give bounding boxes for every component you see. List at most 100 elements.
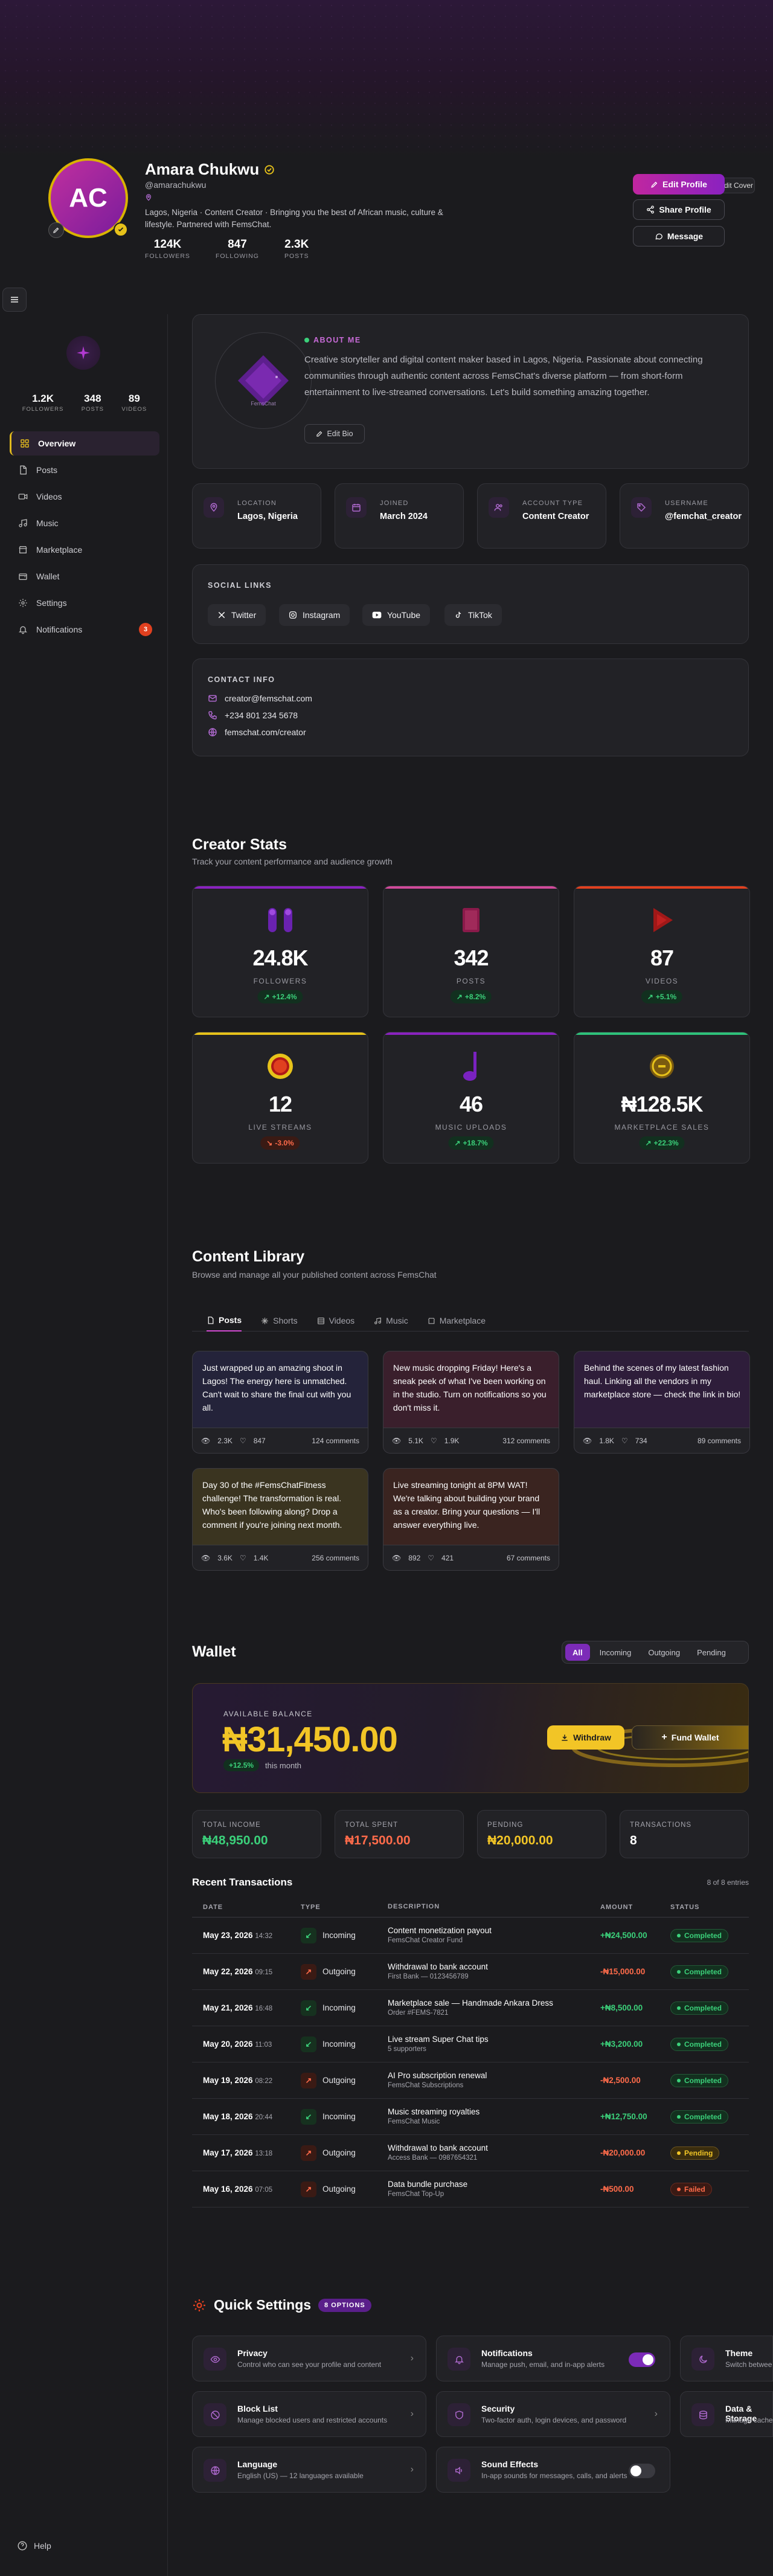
setting-language[interactable]: Language English (US) — 12 languages avai… (192, 2447, 426, 2493)
music-icon (374, 1317, 382, 1324)
table-row[interactable]: May 16, 2026 07:05 ↗ Outgoing Data bundle p… (192, 2171, 749, 2207)
setting-block-list[interactable]: Block List Manage blocked users and restr… (192, 2391, 426, 2437)
post-card[interactable]: Just wrapped up an amazing shoot in Lago… (192, 1351, 368, 1454)
youtube-link[interactable]: YouTube (362, 604, 431, 626)
tab-posts[interactable]: Posts (207, 1310, 242, 1331)
creator-stats-title: Creator Stats (192, 836, 287, 853)
setting-description: Manage cache and downloads (725, 2416, 773, 2424)
table-row[interactable]: May 19, 2026 08:22 ↗ Outgoing AI Pro subscr… (192, 2062, 749, 2099)
tx-type-text: Outgoing (322, 2076, 356, 2085)
setting-privacy[interactable]: Privacy Control who can see your profile … (192, 2336, 426, 2381)
wallet-icon (19, 573, 27, 580)
trend-down-icon: ↘ (266, 1139, 273, 1147)
wallet-tab-incoming[interactable]: Incoming (599, 1647, 632, 1657)
tab-marketplace[interactable]: Marketplace (428, 1310, 486, 1331)
tx-desc-sub: FemsChat Music (388, 2117, 440, 2125)
setting-title: Language (237, 2459, 278, 2469)
instagram-link[interactable]: Instagram (279, 604, 350, 626)
document-icon (208, 1316, 214, 1324)
message-button[interactable]: Message (633, 226, 725, 246)
table-row[interactable]: May 18, 2026 20:44 ↙ Incoming Music streami… (192, 2099, 749, 2135)
tx-type: ↗ Outgoing (301, 1963, 356, 1980)
tx-type-text: Incoming (322, 2040, 356, 2049)
table-row[interactable]: May 22, 2026 09:15 ↗ Outgoing Withdrawal to… (192, 1954, 749, 1990)
post-card[interactable]: Behind the scenes of my latest fashion h… (574, 1351, 750, 1454)
stat-delta: ↗ +18.7% (448, 1136, 494, 1150)
sidebar-item-notifications[interactable]: Notifications 3 (10, 617, 159, 642)
post-views: 892 (408, 1553, 421, 1562)
stat-card-accent (193, 1032, 368, 1035)
setting-toggle[interactable] (629, 2464, 655, 2478)
table-row[interactable]: May 21, 2026 16:48 ↙ Incoming Marketplace s… (192, 1990, 749, 2026)
tx-time: 11:03 (255, 2041, 272, 2049)
help-link[interactable]: Help (17, 2540, 51, 2551)
setting-title: Data & Storage (725, 2404, 757, 2423)
sidebar-item-overview[interactable]: Overview (10, 431, 159, 456)
post-card[interactable]: Day 30 of the #FemsChatFitness challenge… (192, 1468, 368, 1571)
share-profile-button[interactable]: Share Profile (633, 199, 725, 220)
post-card[interactable]: New music dropping Friday! Here's a snea… (383, 1351, 559, 1454)
sidebar-item-videos[interactable]: Videos (10, 485, 159, 509)
content-library-title: Content Library (192, 1248, 305, 1265)
table-row[interactable]: May 23, 2026 14:32 ↙ Incoming Content monet… (192, 1918, 749, 1954)
contact-website[interactable]: femschat.com/creator (208, 727, 306, 737)
tiktok-link[interactable]: TikTok (444, 604, 502, 626)
status-text: Completed (684, 2040, 722, 2049)
menu-toggle-button[interactable] (2, 288, 27, 312)
table-row[interactable]: May 17, 2026 13:18 ↗ Outgoing Withdrawal to… (192, 2135, 749, 2171)
diamond-logo-icon (238, 355, 289, 406)
stat-value: 24.8K (252, 945, 308, 970)
trend-up-icon: ↗ (645, 1139, 652, 1147)
document-icon (20, 465, 27, 475)
fund-wallet-button[interactable]: + Fund Wallet (632, 1725, 749, 1750)
about-text: Creative storyteller and digital content… (304, 355, 703, 398)
contact-phone[interactable]: +234 801 234 5678 (208, 710, 298, 720)
wallet-tab-all[interactable]: All (565, 1644, 590, 1661)
tab-music[interactable]: Music (374, 1310, 408, 1331)
withdraw-button[interactable]: Withdraw (547, 1725, 624, 1750)
check-icon (118, 227, 124, 232)
profile-stat[interactable]: 124K FOLLOWERS (145, 238, 190, 260)
profile-stat[interactable]: 847 FOLLOWING (216, 238, 259, 260)
stat-card-live-streams: 12 LIVE STREAMS ↘ -3.0% (192, 1032, 368, 1164)
contact-email[interactable]: creator@femschat.com (208, 694, 312, 703)
setting-sound-effects[interactable]: Sound Effects In-app sounds for messages,… (436, 2447, 670, 2493)
tx-time: 14:32 (255, 1933, 273, 1940)
sidebar-logo[interactable] (66, 336, 100, 370)
music-note-icon (383, 1049, 559, 1083)
tx-type-text: Incoming (322, 2112, 356, 2121)
stat-label: FOLLOWING (215, 253, 259, 260)
twitter-link[interactable]: Twitter (208, 604, 266, 626)
setting-theme[interactable]: Theme Switch between light and dark mode (680, 2336, 773, 2381)
post-card[interactable]: Live streaming tonight at 8PM WAT! We're… (383, 1468, 559, 1571)
info-card-account-type: ACCOUNT TYPE Content Creator (477, 483, 606, 549)
wallet-tab-pending[interactable]: Pending (697, 1647, 726, 1657)
cover-pattern (0, 0, 773, 157)
sidebar-item-music[interactable]: Music (10, 511, 159, 535)
avatar-edit-button[interactable] (48, 222, 64, 238)
setting-notifications[interactable]: Notifications Manage push, email, and in-… (436, 2336, 670, 2381)
stat-delta-text: +18.7% (463, 1139, 488, 1147)
wallet-tab-outgoing[interactable]: Outgoing (648, 1647, 681, 1657)
sidebar-item-settings[interactable]: Settings (10, 591, 159, 615)
setting-security[interactable]: Security Two-factor auth, login devices, … (436, 2391, 670, 2437)
sidebar-item-wallet[interactable]: Wallet (10, 564, 159, 588)
transactions-title: Recent Transactions (192, 1876, 293, 1888)
sidebar-item-label: Videos (36, 492, 62, 501)
sidebar-item-marketplace[interactable]: Marketplace (10, 538, 159, 562)
tx-amount: -₦500.00 (600, 2185, 634, 2194)
setting-toggle[interactable] (629, 2352, 655, 2367)
table-row[interactable]: May 20, 2026 11:03 ↙ Incoming Live stream S… (192, 2026, 749, 2062)
tx-status: Completed (670, 1928, 729, 1942)
video-icon (18, 494, 28, 500)
sidebar-item-posts[interactable]: Posts (10, 458, 159, 482)
profile-stat[interactable]: 2.3K POSTS (284, 238, 309, 260)
tab-shorts[interactable]: Shorts (261, 1310, 298, 1331)
edit-bio-button[interactable]: Edit Bio (304, 424, 365, 443)
setting-title: Block List (237, 2404, 278, 2413)
tx-amount: +₦24,500.00 (600, 1931, 647, 1940)
tab-videos[interactable]: Videos (317, 1310, 354, 1331)
edit-profile-button[interactable]: Edit Profile (633, 174, 725, 195)
creator-stats-subtitle: Track your content performance and audie… (192, 857, 393, 866)
